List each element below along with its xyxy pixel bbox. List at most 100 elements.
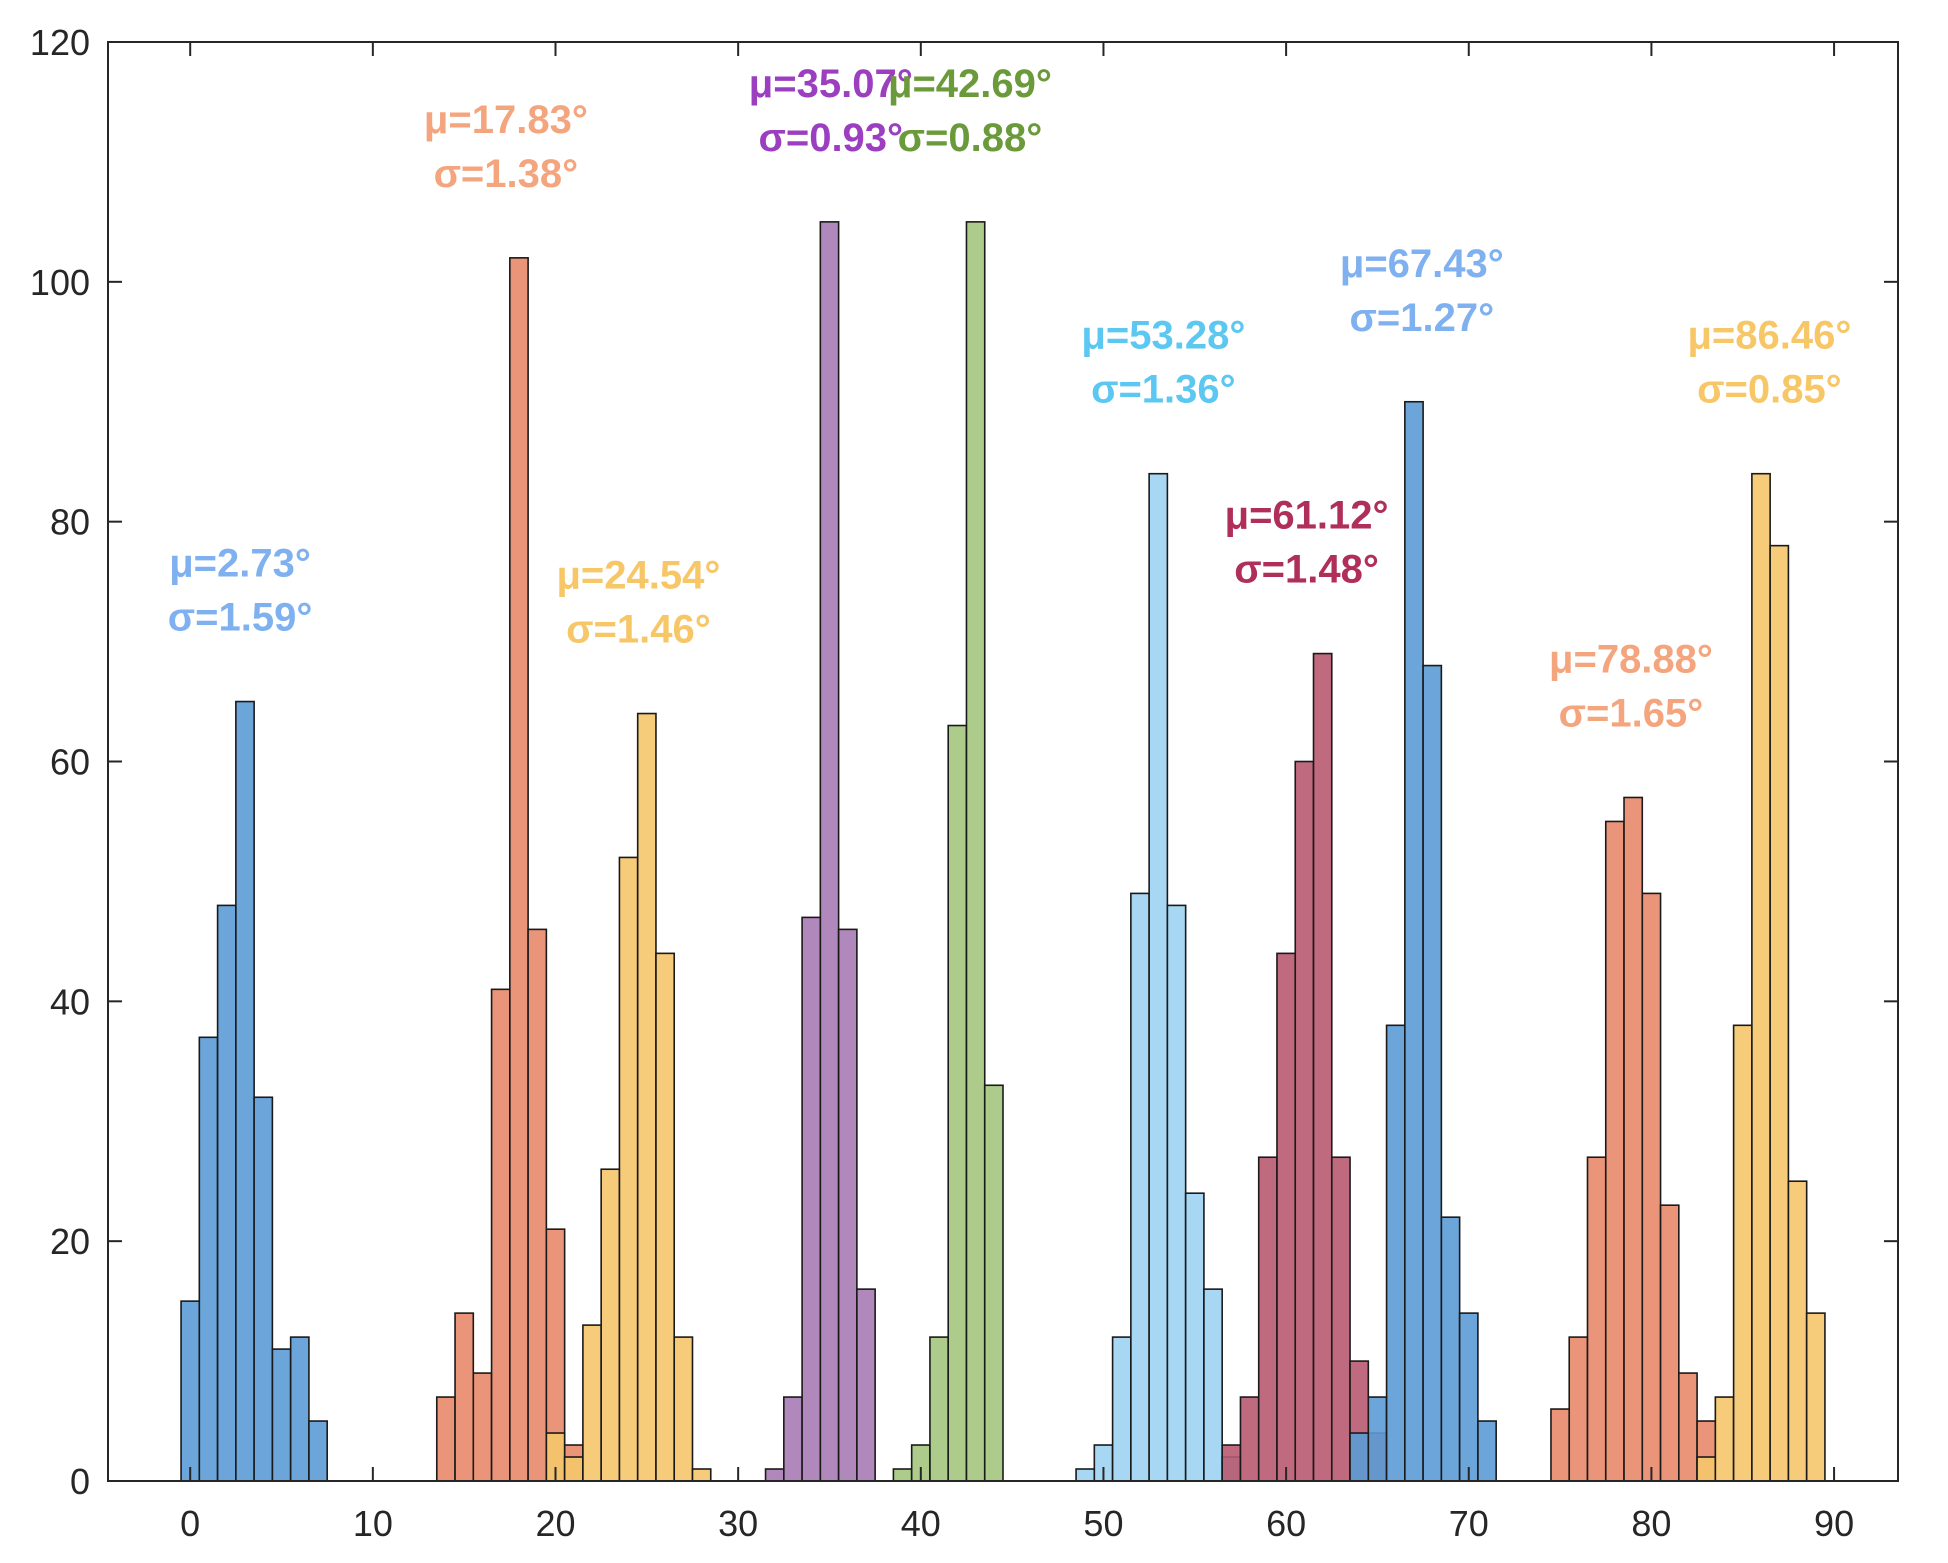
bar <box>1805 1312 1826 1482</box>
bar <box>1550 1408 1571 1482</box>
bar <box>1751 472 1771 1482</box>
bar <box>783 1396 803 1482</box>
bar <box>490 988 511 1482</box>
bar <box>1276 952 1297 1482</box>
bar <box>1477 1420 1497 1482</box>
x-tick-label: 20 <box>535 1503 575 1544</box>
annotation-mean: μ=61.12° <box>1225 494 1389 538</box>
bar <box>1604 820 1625 1482</box>
bar <box>289 1336 310 1482</box>
bar <box>435 1396 456 1482</box>
bar <box>1659 1204 1680 1482</box>
bar <box>1440 1216 1461 1482</box>
annotation-sigma: σ=1.46° <box>566 608 711 652</box>
series-8 <box>1550 796 1717 1482</box>
x-tick-label: 30 <box>718 1503 758 1544</box>
bar <box>1294 760 1315 1482</box>
x-tick-label: 80 <box>1631 1503 1671 1544</box>
bar <box>180 1300 201 1482</box>
annotation-sigma: σ=1.36° <box>1091 368 1236 412</box>
bar <box>1714 1396 1735 1482</box>
bar <box>1349 1432 1370 1482</box>
annotation-mean: μ=86.46° <box>1687 314 1851 358</box>
bar <box>527 928 548 1482</box>
bar <box>271 1348 292 1482</box>
annotation-sigma: σ=1.38° <box>434 152 579 196</box>
bars-layer <box>180 221 1826 1482</box>
bar <box>1221 1444 1242 1482</box>
x-tick-label: 90 <box>1814 1503 1854 1544</box>
bar <box>1568 1336 1589 1482</box>
x-tick-label: 40 <box>901 1503 941 1544</box>
bar <box>563 1456 584 1482</box>
annotation-mean: μ=53.28° <box>1081 314 1245 358</box>
bar <box>1166 904 1187 1482</box>
bar <box>1696 1456 1717 1482</box>
bar <box>1075 1468 1096 1482</box>
annotation-mean: μ=35.07° <box>749 62 913 106</box>
annotation-mean: μ=17.83° <box>424 98 588 142</box>
bar <box>1239 1396 1260 1482</box>
bar <box>1678 1372 1698 1482</box>
series-9 <box>1696 472 1826 1482</box>
bar <box>235 700 255 1482</box>
bar <box>1111 1336 1132 1482</box>
bar <box>198 1036 219 1482</box>
annotation-mean: μ=2.73° <box>169 542 311 586</box>
annotation-sigma: σ=1.59° <box>168 596 313 640</box>
x-tick-label: 0 <box>180 1503 200 1544</box>
bar <box>1257 1156 1278 1482</box>
annotation-mean: μ=67.43° <box>1340 242 1504 286</box>
bar <box>1404 400 1424 1482</box>
bar <box>582 1324 602 1482</box>
bar <box>947 724 968 1482</box>
bar <box>472 1372 493 1482</box>
annotation-sigma: σ=1.48° <box>1234 548 1379 592</box>
annotation-mean: μ=24.54° <box>556 554 720 598</box>
bar <box>819 221 840 1482</box>
bar <box>1623 796 1644 1482</box>
annotation-mean: μ=78.88° <box>1549 637 1713 681</box>
y-tick-label: 20 <box>50 1221 90 1262</box>
bar <box>216 904 237 1482</box>
series-4 <box>892 221 1004 1482</box>
bar <box>1385 1024 1406 1482</box>
annotation-mean: μ=42.69° <box>888 62 1052 106</box>
series-2 <box>545 712 712 1482</box>
bar <box>1130 892 1150 1482</box>
bar <box>1184 1192 1205 1482</box>
bar <box>600 1168 621 1482</box>
bar <box>308 1420 328 1482</box>
axes-layer: 0 10 20 30 40 50 60 70 80 90 0 20 40 60 80 100 120 <box>30 22 1899 1544</box>
bar <box>856 1288 876 1482</box>
bar <box>618 856 639 1482</box>
bar <box>673 1336 694 1482</box>
bar <box>1769 544 1790 1482</box>
series-0 <box>180 700 328 1482</box>
bar <box>454 1312 475 1482</box>
annotation-sigma: σ=1.65° <box>1559 691 1704 735</box>
bar <box>929 1336 950 1482</box>
bar <box>509 257 529 1482</box>
bar <box>636 712 657 1482</box>
series-6 <box>1221 652 1388 1482</box>
bar <box>1422 664 1443 1482</box>
y-tick-label: 0 <box>70 1461 90 1502</box>
y-tick-label: 80 <box>50 502 90 543</box>
bar <box>1148 472 1169 1482</box>
x-tick-label: 10 <box>353 1503 393 1544</box>
bar <box>1458 1312 1479 1482</box>
annotation-sigma: σ=0.93° <box>758 116 903 160</box>
bar <box>764 1468 785 1482</box>
bar <box>253 1096 274 1482</box>
bar <box>801 916 822 1482</box>
y-tick-label: 60 <box>50 742 90 783</box>
y-tick-label: 100 <box>30 262 90 303</box>
bar <box>1641 892 1662 1482</box>
bar <box>1312 652 1333 1482</box>
bar <box>892 1468 913 1482</box>
bar <box>1203 1288 1223 1482</box>
bar <box>1732 1024 1753 1482</box>
bar <box>837 928 858 1482</box>
